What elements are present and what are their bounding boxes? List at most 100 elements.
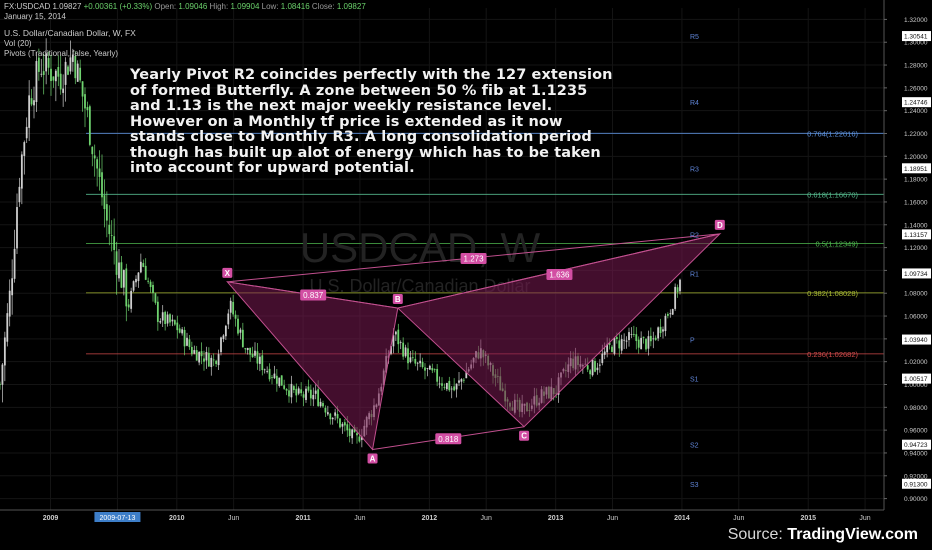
- candle-body: [239, 329, 242, 333]
- candle-body: [130, 290, 133, 309]
- candle-body: [3, 337, 6, 366]
- candle-body: [666, 313, 669, 316]
- candle-body: [312, 394, 315, 400]
- candle-body: [222, 335, 225, 340]
- candle-body: [91, 146, 94, 155]
- pivot-r4: R4: [690, 100, 699, 107]
- candle-body: [105, 204, 108, 221]
- candle-body: [623, 339, 626, 341]
- price-tick-label: 1.16000: [904, 199, 928, 206]
- candle-body: [200, 351, 203, 357]
- candle-body: [249, 347, 252, 355]
- candle-body: [149, 281, 152, 288]
- pivots-study[interactable]: Pivots (Traditional, false, Yearly): [4, 49, 118, 58]
- tradingview-brand[interactable]: TradingView.com: [787, 526, 918, 543]
- time-tick-label: 2012: [422, 515, 438, 522]
- candle-body: [93, 155, 96, 159]
- candle-body: [360, 436, 363, 440]
- candle-body: [586, 365, 589, 370]
- time-tick-label: 2011: [295, 515, 310, 522]
- candle-body: [297, 388, 300, 394]
- candle-body: [98, 168, 101, 177]
- candle-body: [445, 383, 448, 390]
- time-tick-label: 2014: [674, 515, 690, 522]
- symbol[interactable]: FX:USDCAD: [4, 2, 51, 11]
- candle-body: [227, 313, 230, 325]
- price-tick-label: 1.02000: [904, 359, 928, 366]
- candle-body: [275, 375, 278, 384]
- price-badge-label: 1.24746: [904, 100, 928, 107]
- candle-body: [404, 347, 407, 357]
- open-value: 1.09046: [178, 2, 208, 11]
- price-badge-label: 1.13157: [904, 232, 928, 239]
- candle-body: [54, 70, 57, 82]
- candle-body: [69, 57, 72, 72]
- candle-body: [589, 370, 592, 375]
- fib-0.764-label: 0.764(1.22016): [807, 129, 858, 138]
- candle-body: [47, 58, 50, 68]
- candle-body: [664, 315, 667, 332]
- candle-body: [353, 427, 356, 433]
- price-tick-label: 1.24000: [904, 108, 928, 115]
- fib-0.236-label: 0.236(1.02682): [807, 350, 858, 359]
- candle-body: [314, 390, 317, 394]
- close-value: 1.09827: [336, 2, 366, 11]
- candle-body: [465, 371, 468, 379]
- candle-body: [154, 293, 157, 303]
- candle-body: [37, 57, 40, 72]
- candle-body: [285, 388, 288, 391]
- pattern-ratio-badge: [460, 253, 487, 264]
- candle-body: [101, 172, 103, 198]
- candle-body: [450, 388, 453, 390]
- pair-name[interactable]: U.S. Dollar/Canadian Dollar, W, FX: [4, 28, 136, 38]
- candle-body: [448, 380, 451, 391]
- candle-body: [212, 359, 215, 361]
- pivot-s3: S3: [690, 482, 699, 489]
- candle-body: [348, 428, 351, 436]
- time-axis-bg: [0, 510, 884, 550]
- candle-body: [232, 301, 235, 315]
- time-tick-label: 2009-07-13: [100, 515, 136, 522]
- candle-body: [402, 342, 405, 357]
- candle-body: [618, 340, 621, 349]
- pivot-r1: R1: [690, 271, 699, 278]
- candle-body: [50, 68, 52, 82]
- low-value: 1.08416: [280, 2, 310, 11]
- candle-body: [324, 407, 327, 413]
- candle-body: [283, 385, 286, 389]
- candle-body: [271, 377, 273, 379]
- candle-body: [120, 262, 123, 288]
- candle-body: [608, 342, 611, 345]
- candle-body: [132, 281, 135, 291]
- volume-study[interactable]: Vol (20): [4, 39, 32, 48]
- candle-body: [203, 358, 205, 362]
- price-badge: [902, 334, 931, 345]
- candle-body: [152, 284, 154, 293]
- candle-body: [288, 390, 290, 397]
- candle-body: [263, 369, 266, 371]
- pattern-point-x-badge: [222, 267, 233, 278]
- pivot-r3: R3: [690, 166, 699, 173]
- candle-body: [620, 339, 623, 351]
- price-badge: [902, 163, 931, 174]
- candle-body: [0, 383, 1, 385]
- candle-body: [30, 98, 33, 105]
- candle-body: [57, 67, 60, 77]
- price-badge-label: 1.30541: [904, 34, 928, 41]
- candle-body: [460, 379, 463, 382]
- candle-body: [428, 365, 431, 370]
- candle-body: [33, 100, 35, 106]
- pivot-s2: S2: [690, 443, 699, 450]
- candle-body: [147, 280, 150, 282]
- butterfly-pattern: X A B C D 0.837 0.818 1.273 1.636: [222, 219, 725, 464]
- candle-body: [591, 359, 594, 376]
- pattern-ratio-label: 1.636: [549, 270, 570, 279]
- candle-body: [615, 337, 618, 339]
- candle-body: [292, 386, 295, 391]
- price-axis-bg: [884, 0, 932, 510]
- candle-body: [307, 386, 310, 391]
- price-change: +0.00361 (+0.33%): [83, 2, 153, 11]
- candle-body: [71, 54, 74, 62]
- candle-body: [266, 371, 269, 372]
